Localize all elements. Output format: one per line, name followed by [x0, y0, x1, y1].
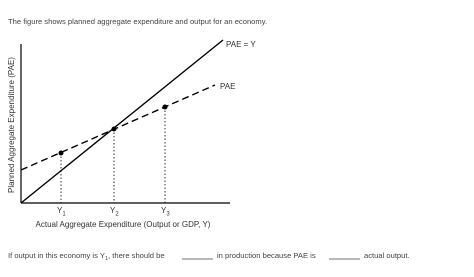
question-sub: 1	[105, 256, 108, 262]
question-text: actual output.	[364, 251, 410, 260]
point	[111, 126, 117, 132]
tick-sub: 3	[166, 212, 170, 218]
question-text: , there should be	[108, 251, 165, 260]
question: If output in this economy is Y1, there s…	[8, 251, 165, 262]
pae-line	[20, 84, 216, 171]
point	[58, 150, 64, 156]
tick-sub: 1	[62, 212, 66, 218]
tick-sub: 2	[115, 212, 119, 218]
line-label: PAE = Y	[226, 40, 256, 49]
point	[162, 104, 168, 110]
pae-equals-y-line	[20, 39, 224, 204]
y-axis-label: Planned Aggregate Expenditure (PAE)	[7, 57, 16, 193]
tick-main: Y	[161, 206, 167, 215]
x-axis-label: Actual Aggregate Expenditure (Output or …	[36, 220, 211, 229]
question-text: If output in this economy is Y	[8, 251, 105, 260]
tick-main: Y	[110, 206, 116, 215]
question-text: in production because PAE is	[217, 251, 316, 260]
tick-label: Y1	[57, 206, 66, 218]
tick-label: Y2	[110, 206, 119, 218]
tick-main: Y	[57, 206, 63, 215]
intro-text: The figure shows planned aggregate expen…	[8, 17, 267, 26]
tick-label: Y3	[161, 206, 170, 218]
line-label: PAE	[220, 82, 235, 91]
